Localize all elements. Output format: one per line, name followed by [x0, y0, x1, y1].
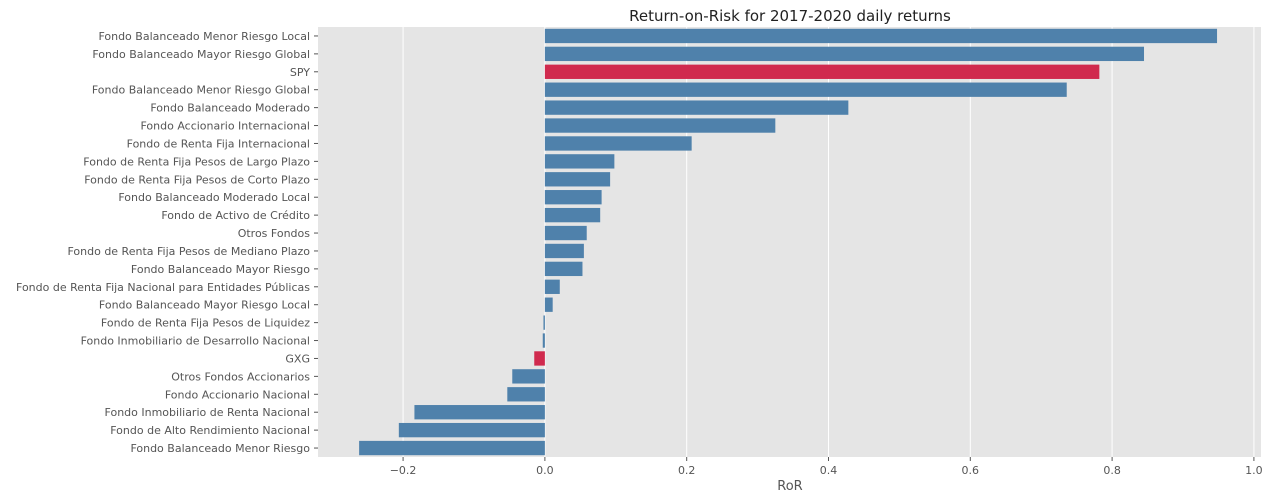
bar	[544, 279, 560, 294]
y-tick-label: Fondo Balanceado Menor Riesgo Local	[98, 30, 310, 43]
x-tick-label: −0.2	[390, 464, 417, 477]
bars	[359, 28, 1218, 456]
bar	[544, 118, 776, 133]
chart-title: Return-on-Risk for 2017-2020 daily retur…	[629, 7, 951, 25]
bar	[544, 297, 553, 312]
bar	[507, 387, 545, 402]
x-tick-label: 0.8	[1103, 464, 1121, 477]
y-tick-label: Fondo de Renta Fija Pesos de Liquidez	[101, 317, 310, 330]
bar	[544, 190, 602, 205]
bar	[512, 369, 545, 384]
y-tick-label: Fondo Balanceado Moderado	[150, 102, 310, 115]
x-tick-label: 0.2	[678, 464, 696, 477]
x-tick-label: 0.0	[536, 464, 554, 477]
y-tick-label: Fondo de Alto Rendimiento Nacional	[110, 424, 310, 437]
y-tick-label: Fondo Accionario Internacional	[140, 120, 310, 133]
bar	[544, 46, 1145, 62]
y-tick-label: Fondo Accionario Nacional	[165, 388, 310, 401]
y-tick-label: Fondo de Activo de Crédito	[161, 209, 310, 222]
bar	[534, 351, 545, 366]
y-tick-label: SPY	[290, 66, 310, 79]
y-tick-label: Fondo Balanceado Mayor Riesgo Global	[92, 48, 310, 61]
x-tick-label: 1.0	[1245, 464, 1263, 477]
bar	[544, 100, 849, 115]
x-tick-label: 0.6	[962, 464, 980, 477]
bar	[544, 261, 583, 277]
bar	[543, 315, 545, 330]
plot-area	[318, 27, 1261, 457]
y-tick-label: Fondo Balanceado Moderado Local	[118, 191, 310, 204]
bar	[542, 333, 545, 348]
bar	[544, 28, 1218, 44]
x-tick-labels: −0.2 0.0 0.2 0.4 0.6 0.8 1.0	[390, 457, 1263, 477]
y-tick-label: Fondo Inmobiliario de Renta Nacional	[105, 406, 310, 419]
y-tick-label: Fondo de Renta Fija Pesos de Mediano Pla…	[67, 245, 310, 258]
y-tick-label: Fondo Balanceado Menor Riesgo	[130, 442, 310, 455]
y-tick-label: Fondo Balanceado Mayor Riesgo Local	[99, 299, 310, 312]
bar	[544, 225, 587, 241]
y-tick-label: Fondo Inmobiliario de Desarrollo Naciona…	[81, 335, 310, 348]
bar	[414, 405, 545, 420]
y-tick-label: Fondo de Renta Fija Internacional	[127, 137, 310, 150]
x-tick-label: 0.4	[820, 464, 838, 477]
y-tick-label: Fondo Balanceado Menor Riesgo Global	[92, 84, 310, 97]
bar	[544, 64, 1100, 79]
bar	[544, 172, 611, 187]
bar	[359, 440, 545, 456]
y-tick-label: Fondo de Renta Fija Nacional para Entida…	[16, 281, 310, 294]
x-axis-label: RoR	[777, 479, 802, 494]
bar	[544, 243, 584, 259]
bar	[544, 154, 615, 169]
y-tick-label: Fondo de Renta Fija Pesos de Largo Plazo	[83, 155, 310, 168]
bar	[398, 422, 545, 438]
bar	[544, 82, 1067, 97]
y-tick-label: Fondo Balanceado Mayor Riesgo	[131, 263, 310, 276]
grid-lines	[402, 27, 1255, 457]
y-tick-label: GXG	[285, 352, 310, 365]
y-tick-labels: Fondo Balanceado Menor Riesgo Local Fondo…	[16, 30, 318, 455]
bar	[544, 207, 601, 223]
y-tick-label: Otros Fondos Accionarios	[171, 370, 310, 383]
y-tick-label: Otros Fondos	[238, 227, 311, 240]
bar	[544, 136, 692, 151]
y-tick-label: Fondo de Renta Fija Pesos de Corto Plazo	[84, 173, 310, 186]
